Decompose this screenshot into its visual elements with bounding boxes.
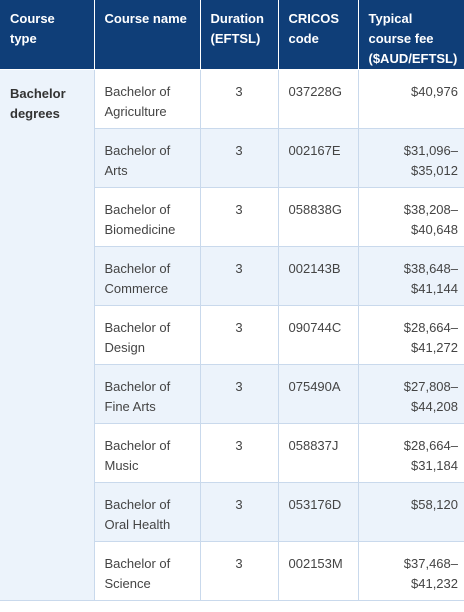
course-fee-cell: $58,120 bbox=[358, 482, 464, 542]
duration-cell: 3 bbox=[200, 482, 279, 542]
cricos-code-cell: 090744C bbox=[278, 305, 359, 365]
header-course-fee: Typical course fee ($AUD/EFTSL) bbox=[358, 0, 464, 70]
duration-cell: 3 bbox=[200, 423, 279, 483]
course-fee-cell: $28,664–$41,272 bbox=[358, 305, 464, 365]
header-cricos-code: CRICOS code bbox=[278, 0, 359, 70]
duration-cell: 3 bbox=[200, 305, 279, 365]
table-row: Bachelor of Music 3 058837J $28,664–$31,184 bbox=[0, 423, 464, 483]
course-fee-cell: $40,976 bbox=[358, 69, 464, 129]
duration-cell: 3 bbox=[200, 364, 279, 424]
cricos-code-cell: 002143B bbox=[278, 246, 359, 306]
course-type-cell: Bachelor degrees bbox=[0, 69, 95, 601]
course-fee-cell: $37,468–$41,232 bbox=[358, 541, 464, 601]
course-name-cell: Bachelor of Oral Health bbox=[94, 482, 201, 542]
cricos-code-cell: 058837J bbox=[278, 423, 359, 483]
table-row: Bachelor of Design 3 090744C $28,664–$41,27… bbox=[0, 305, 464, 365]
duration-cell: 3 bbox=[200, 69, 279, 129]
course-fee-cell: $31,096–$35,012 bbox=[358, 128, 464, 188]
cricos-code-cell: 037228G bbox=[278, 69, 359, 129]
duration-cell: 3 bbox=[200, 187, 279, 247]
cricos-code-cell: 002167E bbox=[278, 128, 359, 188]
duration-cell: 3 bbox=[200, 128, 279, 188]
table-body: Bachelor degrees Bachelor of Agriculture 3… bbox=[0, 69, 464, 601]
course-fee-cell: $38,648–$41,144 bbox=[358, 246, 464, 306]
course-name-cell: Bachelor of Agriculture bbox=[94, 69, 201, 129]
course-name-cell: Bachelor of Commerce bbox=[94, 246, 201, 306]
table-row: Bachelor of Oral Health 3 053176D $58,120 bbox=[0, 482, 464, 542]
cricos-code-cell: 053176D bbox=[278, 482, 359, 542]
course-fee-cell: $27,808–$44,208 bbox=[358, 364, 464, 424]
course-fee-cell: $38,208–$40,648 bbox=[358, 187, 464, 247]
course-name-cell: Bachelor of Arts bbox=[94, 128, 201, 188]
table-row: Bachelor of Science 3 002153M $37,468–$41,2… bbox=[0, 541, 464, 601]
duration-cell: 3 bbox=[200, 246, 279, 306]
cricos-code-cell: 058838G bbox=[278, 187, 359, 247]
table-header-row: Course type Course name Duration (EFTSL)… bbox=[0, 0, 464, 70]
table-row: Bachelor of Biomedicine 3 058838G $38,208–$… bbox=[0, 187, 464, 247]
duration-cell: 3 bbox=[200, 541, 279, 601]
cricos-code-cell: 002153M bbox=[278, 541, 359, 601]
course-name-cell: Bachelor of Biomedicine bbox=[94, 187, 201, 247]
course-name-cell: Bachelor of Design bbox=[94, 305, 201, 365]
header-course-name: Course name bbox=[94, 0, 201, 70]
course-name-cell: Bachelor of Fine Arts bbox=[94, 364, 201, 424]
course-name-cell: Bachelor of Science bbox=[94, 541, 201, 601]
course-fee-cell: $28,664–$31,184 bbox=[358, 423, 464, 483]
cricos-code-cell: 075490A bbox=[278, 364, 359, 424]
table-row: Bachelor degrees Bachelor of Agriculture 3… bbox=[0, 69, 464, 601]
header-course-type: Course type bbox=[0, 0, 95, 70]
table-row: Bachelor of Arts 3 002167E $31,096–$35,012 bbox=[0, 128, 464, 188]
table-row: Bachelor of Commerce 3 002143B $38,648–$41,… bbox=[0, 246, 464, 306]
course-name-cell: Bachelor of Music bbox=[94, 423, 201, 483]
table-row: Bachelor of Fine Arts 3 075490A $27,808–$44… bbox=[0, 364, 464, 424]
header-duration: Duration (EFTSL) bbox=[200, 0, 279, 70]
